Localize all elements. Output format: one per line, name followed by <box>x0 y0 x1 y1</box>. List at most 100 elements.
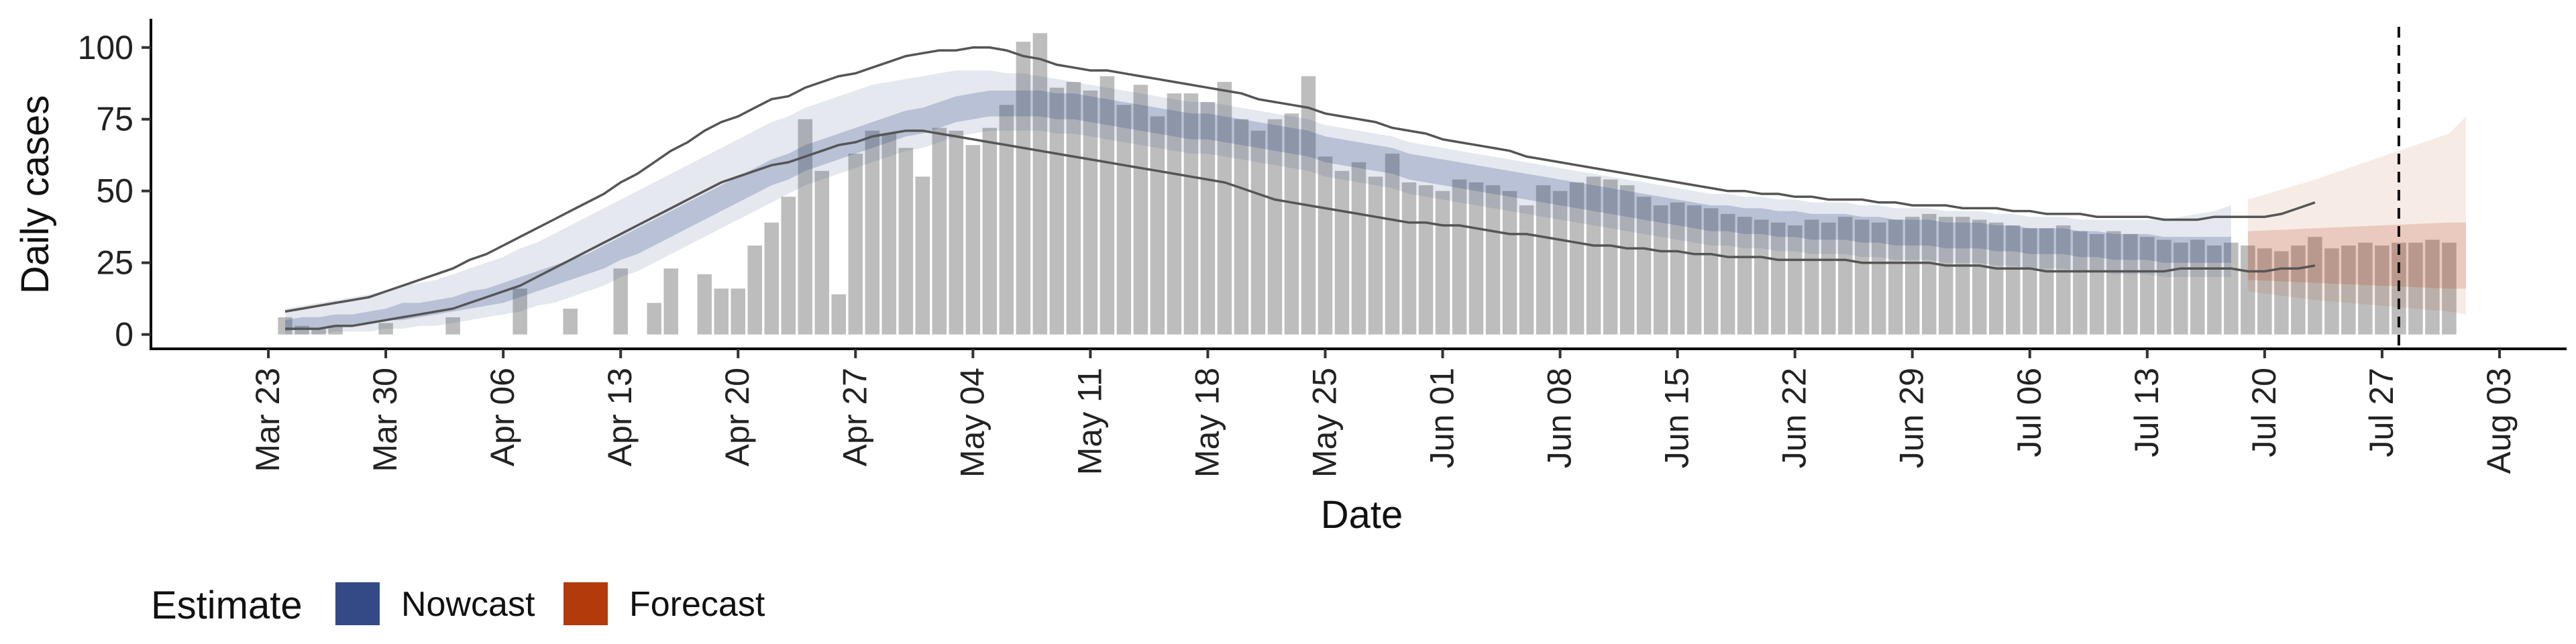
bar <box>311 329 326 335</box>
bar <box>1536 185 1551 335</box>
bands-layer <box>285 70 2466 335</box>
legend-label-nowcast: Nowcast <box>401 585 535 624</box>
bar <box>999 105 1014 335</box>
bar <box>1837 217 1853 335</box>
x-tick-label: Jun 15 <box>1658 368 1696 468</box>
bar <box>1401 182 1417 335</box>
bar <box>1871 222 1886 335</box>
legend-swatch-nowcast <box>335 582 380 625</box>
bar <box>2106 231 2121 335</box>
bar <box>865 130 880 335</box>
bar <box>2442 242 2457 335</box>
x-ticks: Mar 23 Mar 30 Apr 06 Apr 13 Apr 20 Apr 27 May … <box>249 349 2518 478</box>
lines-layer <box>284 46 2316 330</box>
x-tick-label: Jun 29 <box>1893 368 1931 468</box>
nowcast-inner-band <box>285 91 2231 332</box>
bar <box>2224 242 2239 335</box>
bar <box>1318 156 1333 335</box>
bar <box>328 325 343 335</box>
bar <box>965 145 981 335</box>
bar <box>1502 191 1517 335</box>
legend-title: Estimate <box>151 584 303 627</box>
bar <box>848 154 863 335</box>
nowcast-outer-band <box>285 70 2231 335</box>
bar <box>2375 245 2390 335</box>
bar <box>1904 217 1920 335</box>
bar <box>1770 222 1786 335</box>
bar <box>1133 85 1148 335</box>
bar <box>1720 213 1735 335</box>
bar <box>831 294 847 335</box>
bar <box>1603 179 1618 335</box>
y-tick-label: 25 <box>96 244 133 282</box>
x-tick-label: Jun 22 <box>1776 368 1813 468</box>
bar <box>1334 170 1350 335</box>
x-tick-label: May 18 <box>1188 368 1226 478</box>
x-tick-label: Jun 08 <box>1541 368 1578 468</box>
bar <box>697 274 712 335</box>
y-axis-title: Daily cases <box>13 95 57 294</box>
bar <box>1284 113 1299 335</box>
bar <box>2341 245 2356 335</box>
bar <box>1368 176 1383 335</box>
bar <box>1569 182 1585 335</box>
bar <box>1955 217 1970 335</box>
bar <box>2056 225 2071 335</box>
bar <box>1653 205 1668 335</box>
bar <box>1804 219 1819 335</box>
bar <box>1116 105 1132 335</box>
legend-swatch-forecast <box>564 582 608 625</box>
bar <box>1737 217 1752 335</box>
bar <box>1150 116 1165 335</box>
bar <box>1083 90 1098 335</box>
x-tick-label: Jul 20 <box>2245 368 2283 457</box>
bar <box>1854 219 1870 335</box>
x-tick-label: May 04 <box>953 368 991 478</box>
bar <box>2274 251 2289 335</box>
y-tick-label: 50 <box>96 172 133 210</box>
bar <box>1217 82 1232 335</box>
bar <box>1066 82 1081 335</box>
bar <box>1099 76 1115 335</box>
axes-layer <box>150 19 2567 350</box>
bar <box>798 119 813 335</box>
bar <box>1888 219 1903 335</box>
bar <box>714 288 729 335</box>
envelope-lower-line <box>285 129 2316 330</box>
bar <box>278 317 292 335</box>
bar <box>1619 185 1635 335</box>
bar <box>1016 42 1031 335</box>
bar <box>1250 130 1266 335</box>
bar <box>1385 154 1400 335</box>
bar <box>1552 191 1568 335</box>
x-axis-title: Date <box>1321 493 1403 537</box>
bar <box>731 288 745 335</box>
bar <box>1167 93 1182 335</box>
bar <box>1351 162 1366 335</box>
bar <box>881 133 897 335</box>
bar <box>982 127 998 335</box>
bar <box>1636 197 1652 335</box>
x-tick-label: Apr 20 <box>718 368 756 466</box>
bar <box>1821 222 1836 335</box>
bar <box>663 268 678 335</box>
bar <box>1267 119 1283 335</box>
bar <box>2157 239 2171 335</box>
bar <box>1418 185 1434 335</box>
legend: Estimate Nowcast Forecast <box>151 582 765 627</box>
x-tick-label: Jul 06 <box>2010 368 2048 457</box>
envelope-upper-line <box>284 46 2316 313</box>
bar <box>1787 225 1803 335</box>
bar <box>949 130 964 335</box>
bar <box>2358 242 2373 335</box>
bar <box>2123 233 2138 335</box>
bar <box>2006 225 2021 335</box>
bar <box>1670 202 1685 335</box>
bar <box>2241 245 2255 335</box>
y-tick-label: 0 <box>115 316 133 354</box>
bar <box>915 176 930 335</box>
bar <box>1703 208 1719 335</box>
bar <box>1468 182 1484 335</box>
bar <box>613 268 628 335</box>
bar <box>1452 179 1467 335</box>
